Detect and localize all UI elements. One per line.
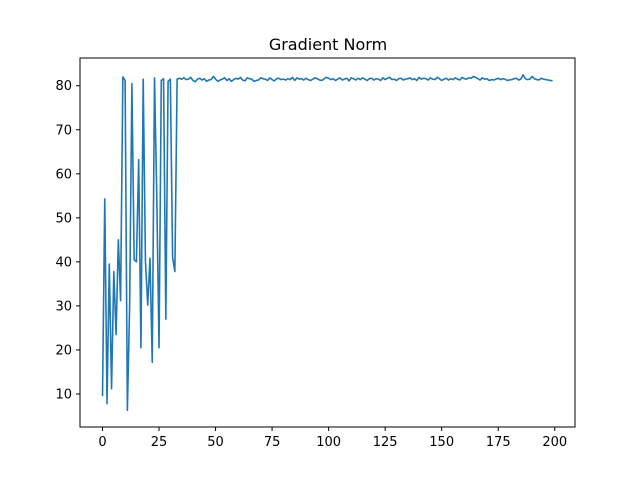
y-tick-label: 80 — [55, 79, 72, 94]
y-tick-label: 30 — [55, 299, 72, 314]
x-tick-label: 50 — [207, 435, 224, 450]
x-tick-label: 75 — [264, 435, 281, 450]
y-axis: 10 20 30 40 50 60 70 80 — [55, 79, 80, 402]
y-tick-label: 70 — [55, 123, 72, 138]
plot-area — [101, 73, 553, 412]
series-line-0 — [101, 73, 553, 412]
y-tick-label: 40 — [55, 255, 72, 270]
y-tick-label: 50 — [55, 211, 72, 226]
x-axis: 0 25 50 75 100 125 150 175 200 — [98, 427, 567, 450]
x-tick-label: 125 — [373, 435, 398, 450]
x-tick-label: 150 — [429, 435, 454, 450]
y-tick-label: 60 — [55, 167, 72, 182]
x-tick-label: 100 — [316, 435, 341, 450]
x-tick-label: 175 — [486, 435, 511, 450]
chart-title: Gradient Norm — [269, 35, 387, 54]
x-tick-label: 200 — [542, 435, 567, 450]
x-tick-label: 25 — [151, 435, 168, 450]
y-tick-label: 10 — [55, 387, 72, 402]
axes-frame — [79, 57, 576, 428]
x-tick-label: 0 — [98, 435, 106, 450]
y-tick-label: 20 — [55, 343, 72, 358]
